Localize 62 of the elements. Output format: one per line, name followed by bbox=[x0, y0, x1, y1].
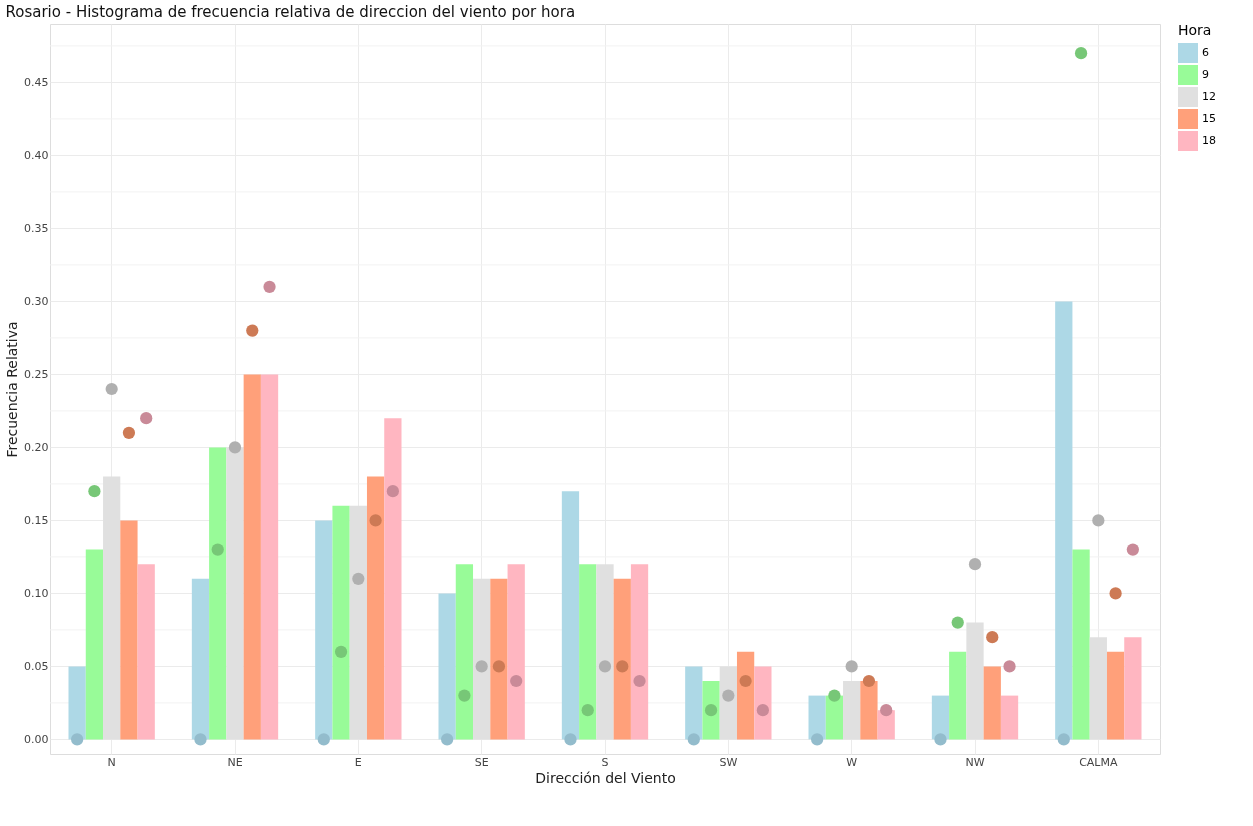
bar bbox=[260, 374, 279, 740]
bar bbox=[931, 695, 950, 740]
bar bbox=[68, 666, 86, 740]
bar bbox=[860, 681, 878, 740]
bar bbox=[366, 476, 385, 740]
x-tick-label: W bbox=[846, 755, 858, 769]
legend-label: 12 bbox=[1202, 90, 1216, 103]
bar bbox=[315, 520, 333, 740]
bar bbox=[332, 505, 350, 740]
bar bbox=[1055, 301, 1073, 740]
x-tick-label: CALMA bbox=[1079, 755, 1118, 769]
bar bbox=[736, 651, 755, 740]
bar bbox=[754, 666, 772, 740]
y-tick-label: 0.30 bbox=[24, 294, 49, 308]
y-tick-label: 0.45 bbox=[24, 75, 49, 89]
legend-label: 15 bbox=[1202, 112, 1216, 125]
bar bbox=[243, 374, 261, 740]
y-tick-label: 0.00 bbox=[24, 732, 49, 746]
bar bbox=[209, 447, 227, 740]
bar bbox=[191, 578, 210, 740]
bar bbox=[685, 666, 703, 740]
y-tick-label: 0.15 bbox=[24, 513, 49, 527]
chart-title: Rosario - Histograma de frecuencia relativa de direccion del viento por hora bbox=[5, 3, 576, 21]
bar bbox=[1072, 549, 1090, 740]
bar bbox=[949, 651, 967, 740]
y-tick-label: 0.40 bbox=[24, 148, 49, 162]
x-tick-label: SE bbox=[474, 755, 489, 769]
x-tick-label: NE bbox=[227, 755, 243, 769]
bar bbox=[808, 695, 826, 740]
bar bbox=[561, 491, 580, 740]
legend-title: Hora bbox=[1178, 22, 1212, 38]
bar bbox=[825, 695, 844, 740]
bar bbox=[85, 549, 104, 740]
bar bbox=[438, 593, 456, 740]
bar bbox=[579, 564, 597, 740]
x-tick-label: N bbox=[107, 755, 116, 769]
x-tick-label: S bbox=[601, 755, 609, 769]
y-axis-title: Frecuencia Relativa bbox=[4, 321, 21, 458]
y-tick-label: 0.10 bbox=[24, 586, 49, 600]
legend-label: 6 bbox=[1202, 46, 1209, 59]
bar bbox=[120, 520, 138, 740]
x-tick-label: NW bbox=[965, 755, 985, 769]
y-tick-label: 0.25 bbox=[24, 367, 49, 381]
legend-label: 18 bbox=[1202, 134, 1216, 147]
x-tick-label: E bbox=[354, 755, 362, 769]
bar bbox=[384, 418, 402, 740]
x-axis-title: Dirección del Viento bbox=[535, 769, 676, 786]
legend-label: 9 bbox=[1202, 68, 1209, 81]
bar bbox=[630, 564, 649, 740]
bar bbox=[455, 564, 474, 740]
bar bbox=[1106, 651, 1125, 740]
bar bbox=[490, 578, 508, 740]
y-tick-label: 0.05 bbox=[24, 659, 49, 673]
bar bbox=[507, 564, 525, 740]
y-tick-label: 0.35 bbox=[24, 221, 49, 235]
y-tick-label: 0.20 bbox=[24, 440, 49, 454]
x-tick-label: SW bbox=[719, 755, 738, 769]
bar bbox=[137, 564, 155, 740]
bar bbox=[613, 578, 631, 740]
bar bbox=[1124, 637, 1142, 740]
bar bbox=[1000, 695, 1019, 740]
bar bbox=[983, 666, 1001, 740]
